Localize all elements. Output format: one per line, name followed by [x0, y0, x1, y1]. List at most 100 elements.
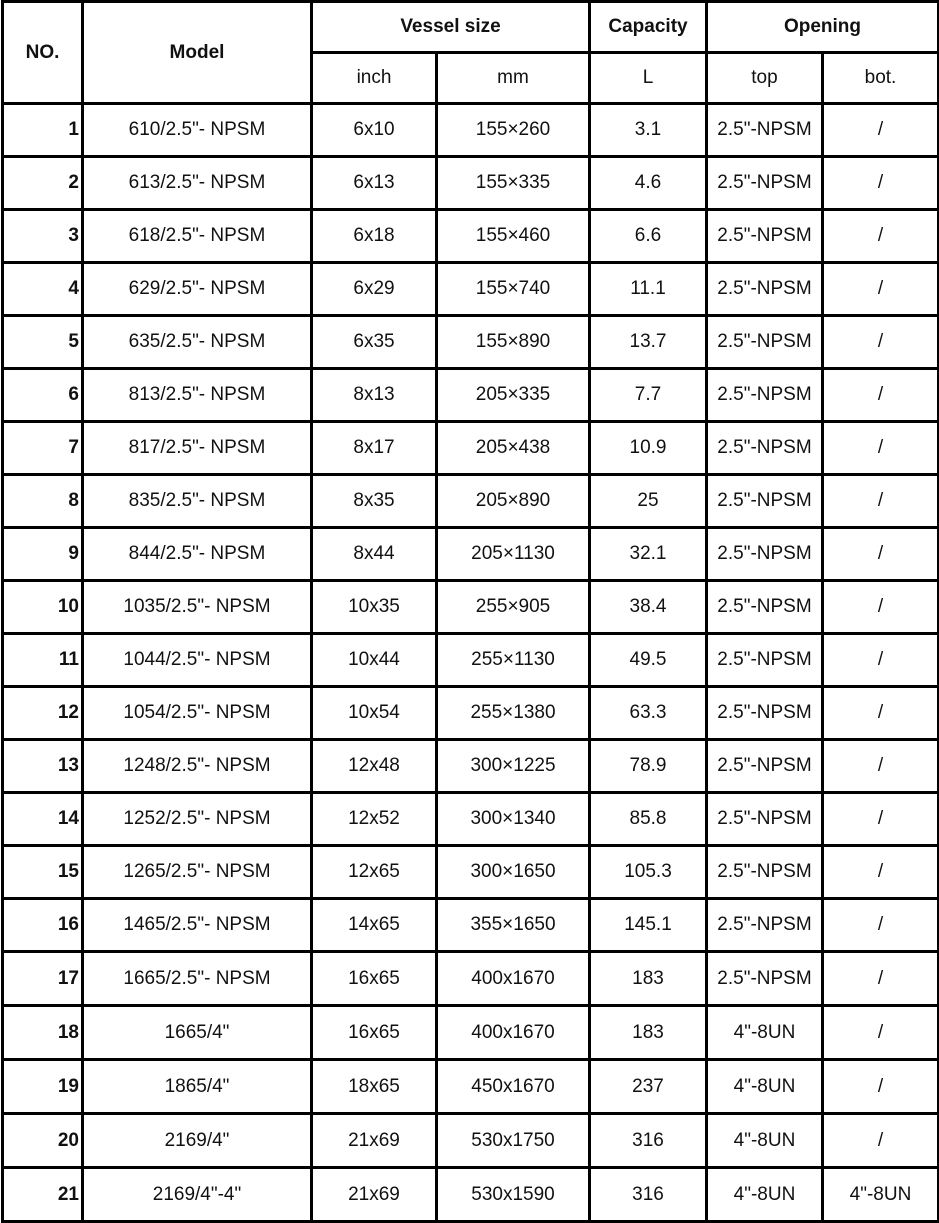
cell-inch: 12x48 [310, 738, 438, 794]
cell-opening-top: 2.5"-NPSM [705, 155, 824, 211]
cell-mm: 255×1130 [435, 632, 591, 688]
cell-capacity: 11.1 [588, 261, 708, 317]
table-row: 1 610/2.5"- NPSM 6x10 155×260 3.1 2.5"-NPSM / [1, 102, 939, 158]
cell-opening-top: 2.5"-NPSM [705, 102, 824, 158]
cell-inch: 10x35 [310, 579, 438, 635]
cell-mm: 205×1130 [435, 526, 591, 582]
cell-model: 1054/2.5"- NPSM [81, 685, 313, 741]
table-row: 16 1465/2.5"- NPSM 14x65 355×1650 145.1 2.5"-… [1, 897, 939, 953]
cell-capacity: 145.1 [588, 897, 708, 953]
cell-opening-bottom: / [821, 897, 939, 953]
cell-no: 12 [1, 685, 84, 741]
cell-inch: 21x69 [310, 1112, 438, 1169]
cell-opening-bottom: / [821, 473, 939, 529]
cell-model: 1265/2.5"- NPSM [81, 844, 313, 900]
cell-opening-bottom: / [821, 155, 939, 211]
cell-no: 4 [1, 261, 84, 317]
cell-mm: 300×1225 [435, 738, 591, 794]
cell-no: 21 [1, 1166, 84, 1223]
cell-opening-top: 2.5"-NPSM [705, 844, 824, 900]
cell-inch: 6x13 [310, 155, 438, 211]
cell-capacity: 183 [588, 950, 708, 1007]
cell-inch: 8x17 [310, 420, 438, 476]
cell-opening-bottom: / [821, 950, 939, 1007]
cell-opening-bottom: / [821, 1004, 939, 1061]
cell-mm: 155×890 [435, 314, 591, 370]
cell-mm: 255×1380 [435, 685, 591, 741]
table-row: 5 635/2.5"- NPSM 6x35 155×890 13.7 2.5"-NPSM / [1, 314, 939, 370]
cell-capacity: 25 [588, 473, 708, 529]
cell-opening-bottom: / [821, 367, 939, 423]
cell-capacity: 78.9 [588, 738, 708, 794]
cell-model: 1248/2.5"- NPSM [81, 738, 313, 794]
header-opening: Opening [705, 0, 939, 54]
cell-opening-top: 2.5"-NPSM [705, 208, 824, 264]
table-row: 14 1252/2.5"- NPSM 12x52 300×1340 85.8 2.5"-N… [1, 791, 939, 847]
cell-mm: 530x1590 [435, 1166, 591, 1223]
cell-opening-top: 4"-8UN [705, 1058, 824, 1115]
table-body: 1 610/2.5"- NPSM 6x10 155×260 3.1 2.5"-NPSM/2… [1, 102, 939, 1223]
cell-opening-top: 4"-8UN [705, 1166, 824, 1223]
cell-opening-top: 2.5"-NPSM [705, 897, 824, 953]
cell-opening-bottom: 4"-8UN [821, 1166, 939, 1223]
cell-inch: 6x29 [310, 261, 438, 317]
cell-inch: 12x52 [310, 791, 438, 847]
cell-opening-top: 2.5"-NPSM [705, 261, 824, 317]
cell-mm: 155×460 [435, 208, 591, 264]
cell-opening-top: 2.5"-NPSM [705, 420, 824, 476]
header-top: top [705, 51, 824, 105]
cell-opening-top: 4"-8UN [705, 1112, 824, 1169]
cell-capacity: 6.6 [588, 208, 708, 264]
cell-no: 16 [1, 897, 84, 953]
cell-inch: 18x65 [310, 1058, 438, 1115]
cell-no: 17 [1, 950, 84, 1007]
header-capacity: Capacity [588, 0, 708, 54]
cell-model: 635/2.5"- NPSM [81, 314, 313, 370]
cell-model: 813/2.5"- NPSM [81, 367, 313, 423]
table-row: 9 844/2.5"- NPSM 8x44 205×1130 32.1 2.5"-NPSM… [1, 526, 939, 582]
cell-mm: 205×438 [435, 420, 591, 476]
cell-model: 2169/4" [81, 1112, 313, 1169]
table-row: 11 1044/2.5"- NPSM 10x44 255×1130 49.5 2.5"-N… [1, 632, 939, 688]
cell-no: 9 [1, 526, 84, 582]
cell-inch: 16x65 [310, 950, 438, 1007]
cell-opening-top: 2.5"-NPSM [705, 632, 824, 688]
cell-no: 11 [1, 632, 84, 688]
cell-opening-bottom: / [821, 1112, 939, 1169]
table-header: NO. Model Vessel size Capacity Opening i… [1, 0, 939, 105]
cell-opening-top: 2.5"-NPSM [705, 579, 824, 635]
cell-inch: 14x65 [310, 897, 438, 953]
cell-inch: 8x44 [310, 526, 438, 582]
cell-inch: 10x54 [310, 685, 438, 741]
cell-inch: 10x44 [310, 632, 438, 688]
cell-no: 2 [1, 155, 84, 211]
header-liters: L [588, 51, 708, 105]
cell-inch: 12x65 [310, 844, 438, 900]
cell-capacity: 10.9 [588, 420, 708, 476]
cell-mm: 400x1670 [435, 1004, 591, 1061]
header-bottom: bot. [821, 51, 939, 105]
cell-mm: 450x1670 [435, 1058, 591, 1115]
cell-model: 629/2.5"- NPSM [81, 261, 313, 317]
cell-opening-bottom: / [821, 791, 939, 847]
cell-no: 5 [1, 314, 84, 370]
cell-model: 2169/4"-4" [81, 1166, 313, 1223]
table-row: 21 2169/4"-4" 21x69 530x1590 316 4"-8UN 4"-8UN [1, 1166, 939, 1223]
cell-capacity: 3.1 [588, 102, 708, 158]
header-model: Model [81, 0, 313, 105]
cell-opening-top: 2.5"-NPSM [705, 526, 824, 582]
cell-capacity: 7.7 [588, 367, 708, 423]
table-row: 19 1865/4" 18x65 450x1670 237 4"-8UN / [1, 1058, 939, 1115]
cell-model: 844/2.5"- NPSM [81, 526, 313, 582]
cell-no: 6 [1, 367, 84, 423]
cell-opening-bottom: / [821, 1058, 939, 1115]
cell-capacity: 316 [588, 1166, 708, 1223]
header-mm: mm [435, 51, 591, 105]
cell-model: 1465/2.5"- NPSM [81, 897, 313, 953]
cell-opening-bottom: / [821, 208, 939, 264]
cell-opening-top: 2.5"-NPSM [705, 738, 824, 794]
header-no: NO. [1, 0, 84, 105]
cell-capacity: 183 [588, 1004, 708, 1061]
cell-model: 610/2.5"- NPSM [81, 102, 313, 158]
